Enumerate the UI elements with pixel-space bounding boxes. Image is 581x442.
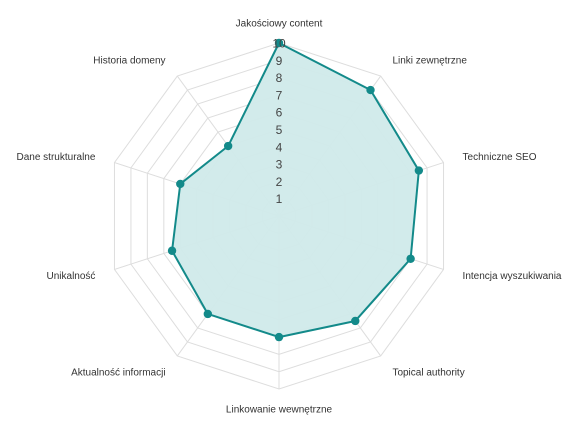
data-point[interactable] (406, 254, 415, 263)
data-point[interactable] (274, 332, 284, 342)
tick-label: 4 (276, 140, 283, 154)
axis-label: Linki zewnętrzne (392, 55, 467, 66)
data-point[interactable] (167, 246, 177, 255)
series-area (171, 42, 420, 339)
axis-labels: Jakościowy content Linki zewnętrzne Techni… (17, 19, 562, 416)
axis-label: Historia domeny (93, 55, 165, 66)
tick-label: 10 (272, 37, 286, 51)
axis-label: Dane strukturalne (17, 152, 96, 163)
axis-label: Intencja wyszukiwania (463, 271, 562, 282)
data-point[interactable] (351, 316, 360, 326)
tick-label: 2 (276, 175, 283, 189)
data-point[interactable] (203, 309, 213, 319)
tick-label: 6 (276, 106, 283, 120)
series-polygon (171, 42, 420, 339)
axis-label: Topical authority (392, 368, 464, 379)
tick-label: 1 (276, 192, 283, 206)
axis-label: Jakościowy content (236, 19, 323, 30)
data-point[interactable] (274, 38, 284, 48)
data-points (167, 38, 424, 342)
tick-label: 5 (276, 123, 283, 137)
axis-label: Aktualność informacji (71, 368, 165, 379)
radial-ticks: 1 2 3 4 5 6 7 8 9 10 (272, 37, 286, 207)
tick-label: 8 (276, 71, 283, 85)
data-point[interactable] (414, 166, 424, 175)
axis-label: Unikalność (47, 271, 96, 282)
tick-label: 3 (276, 158, 283, 172)
axis-label: Techniczne SEO (463, 152, 537, 163)
data-point[interactable] (223, 141, 233, 151)
tick-label: 9 (276, 54, 283, 68)
data-point[interactable] (176, 179, 185, 189)
tick-label: 7 (276, 88, 283, 102)
axis-label: Linkowanie wewnętrzne (226, 405, 333, 416)
data-point[interactable] (366, 85, 375, 95)
